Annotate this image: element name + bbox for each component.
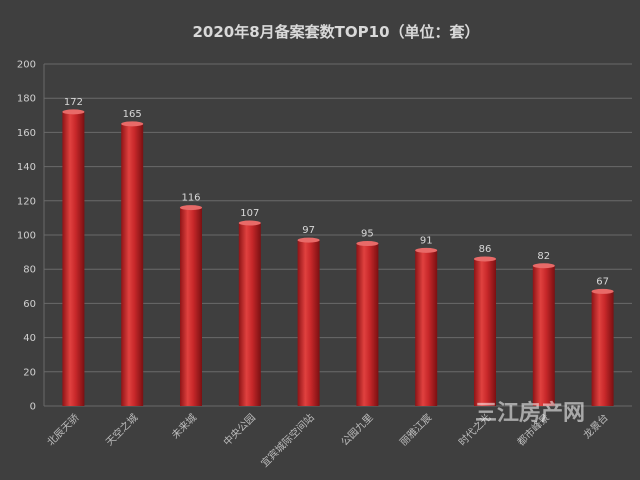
bar-body	[532, 265, 555, 406]
bar-cap	[415, 247, 438, 253]
data-label: 91	[420, 235, 433, 246]
bar-cap	[532, 263, 555, 269]
y-tick-label: 80	[23, 265, 36, 276]
bar-cap	[121, 121, 144, 127]
bar-body	[356, 243, 379, 406]
bar-body	[180, 207, 202, 406]
bar-body	[474, 258, 496, 406]
bar-cap	[297, 237, 320, 243]
y-axis-ticks: 0 20 40 60 80 100 120 140 160 180 200	[17, 60, 36, 413]
bar-cap	[180, 205, 202, 211]
y-tick-label: 0	[30, 402, 36, 413]
bar-body	[238, 223, 261, 406]
data-label: 107	[240, 208, 259, 219]
bar-cap	[238, 220, 261, 226]
y-tick-label: 180	[17, 94, 36, 105]
x-tick-label: 中央公园	[220, 411, 257, 448]
bar-body	[62, 111, 85, 406]
y-tick-label: 140	[17, 162, 36, 173]
y-tick-label: 200	[17, 60, 36, 71]
data-label: 82	[537, 251, 550, 262]
y-tick-label: 60	[23, 299, 36, 310]
bar-cap	[474, 256, 496, 262]
x-tick-label: 天空之城	[103, 411, 140, 448]
bar	[415, 247, 438, 406]
data-labels: 172 165 116 107 97 95 91 86 82 67	[64, 97, 609, 288]
bar	[62, 109, 85, 406]
bar-body	[297, 240, 320, 406]
bar	[121, 121, 144, 406]
bar	[180, 205, 202, 406]
bar	[297, 237, 320, 406]
y-tick-label: 20	[23, 367, 36, 378]
bar	[591, 288, 614, 406]
data-label: 116	[181, 193, 200, 204]
bar	[532, 263, 555, 406]
bars	[62, 109, 614, 406]
data-label: 165	[123, 109, 142, 120]
y-tick-label: 120	[17, 196, 36, 207]
bar-body	[591, 291, 614, 406]
bar-cap	[356, 241, 379, 247]
data-label: 67	[596, 276, 609, 287]
data-label: 172	[64, 97, 83, 108]
bar-cap	[591, 288, 614, 294]
y-tick-label: 40	[23, 333, 36, 344]
x-tick-label: 宜宾城际空间站	[258, 411, 317, 470]
data-label: 95	[361, 229, 374, 240]
x-tick-label: 丽雅江宸	[397, 411, 434, 448]
y-tick-label: 100	[17, 231, 36, 242]
x-tick-label: 北辰天骄	[45, 412, 82, 449]
watermark: 三江房产网	[475, 400, 585, 426]
bar	[474, 256, 496, 406]
bar	[238, 220, 261, 406]
bar	[356, 241, 379, 406]
data-label: 97	[302, 225, 315, 236]
data-label: 86	[479, 244, 492, 255]
bar-body	[415, 250, 438, 406]
bar-body	[121, 123, 144, 406]
chart-title: 2020年8月备案套数TOP10（单位：套）	[192, 23, 479, 41]
x-tick-label: 公园九里	[339, 412, 376, 449]
x-tick-label: 未来城	[169, 412, 199, 442]
y-tick-label: 160	[17, 128, 36, 139]
bar-cap	[62, 109, 85, 115]
